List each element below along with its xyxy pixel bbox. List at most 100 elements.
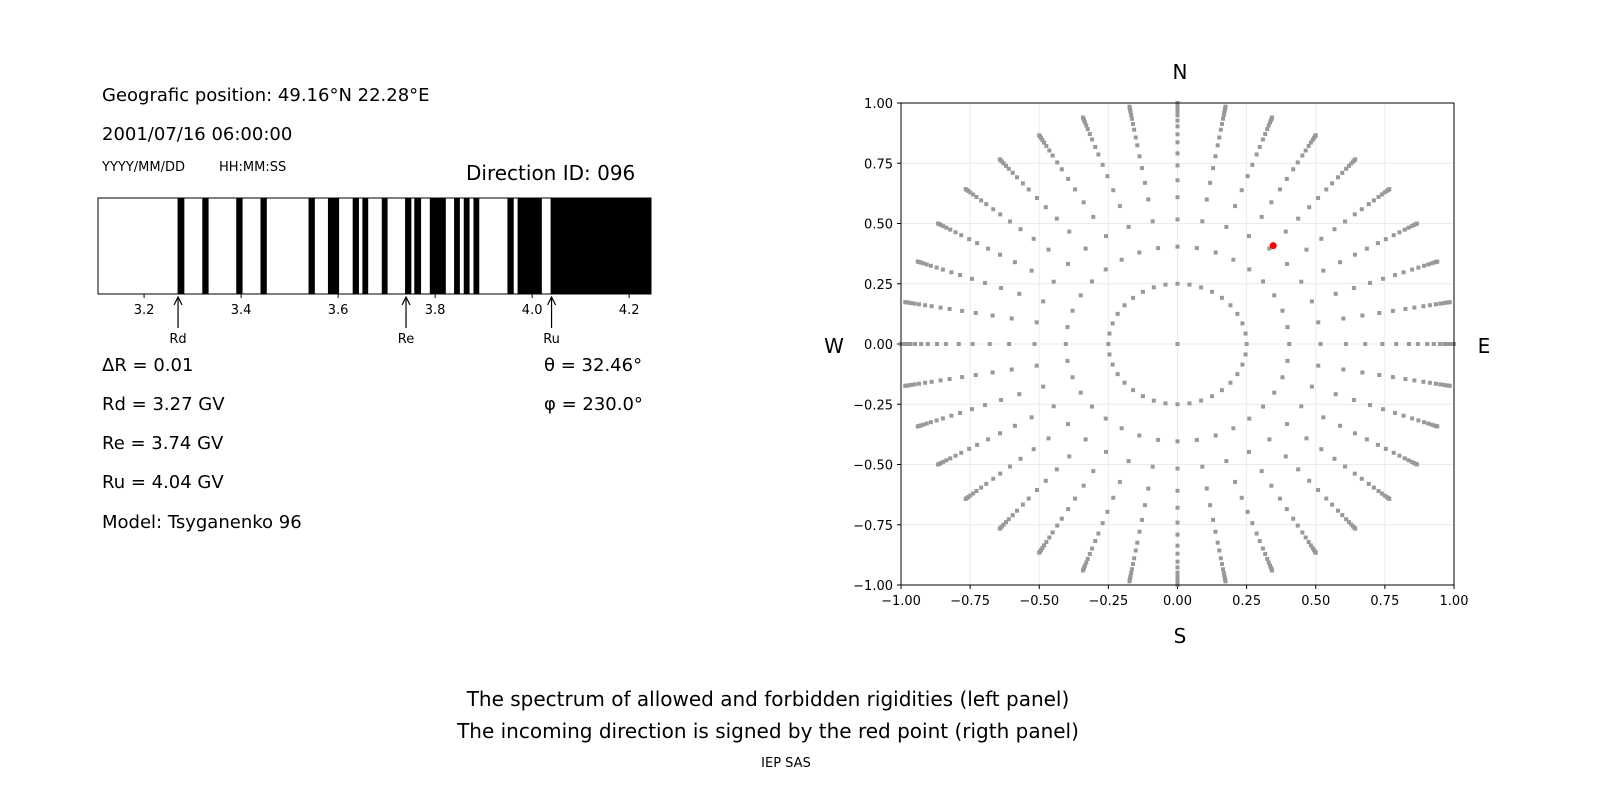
grid-point — [1366, 202, 1371, 207]
grid-point — [1243, 331, 1248, 336]
grid-point — [1254, 531, 1259, 536]
grid-point — [1017, 291, 1022, 296]
x-tick-label: 0.25 — [1232, 594, 1261, 609]
grid-point — [973, 373, 978, 378]
grid-point — [1338, 260, 1343, 265]
grid-point — [1007, 342, 1012, 346]
grid-point — [1306, 540, 1311, 545]
grid-point — [1065, 325, 1070, 330]
grid-point — [1224, 224, 1229, 229]
geographic-position: Geografic position: 49.16°N 22.28°E — [102, 85, 430, 106]
grid-point — [1043, 478, 1048, 483]
grid-point — [1087, 132, 1092, 137]
grid-point — [1151, 285, 1156, 290]
grid-point — [1445, 342, 1450, 346]
grid-point — [1066, 507, 1071, 512]
grid-point — [1031, 236, 1036, 241]
marker-label-ru: Ru — [543, 332, 560, 347]
grid-point — [1119, 257, 1124, 262]
grid-point — [1414, 462, 1419, 467]
grid-point — [974, 489, 979, 494]
forbidden-band — [381, 198, 388, 294]
grid-point — [1343, 219, 1348, 224]
grid-point — [1438, 301, 1443, 306]
grid-point — [1330, 181, 1335, 186]
grid-point — [1352, 431, 1357, 436]
grid-point — [1360, 313, 1365, 318]
grid-point — [1175, 551, 1180, 556]
grid-point — [1277, 187, 1282, 192]
grid-point — [1401, 413, 1406, 418]
grid-point — [1073, 496, 1078, 501]
grid-point — [1321, 268, 1326, 273]
grid-point — [1319, 447, 1324, 452]
y-tick-label: 0.50 — [864, 218, 893, 233]
forbidden-band — [405, 198, 412, 294]
grid-point — [1410, 267, 1415, 272]
grid-point — [1142, 180, 1147, 185]
grid-point — [1267, 120, 1272, 125]
grid-point — [958, 273, 963, 278]
grid-point — [924, 421, 929, 426]
grid-point — [1054, 467, 1059, 472]
grid-point — [1240, 321, 1245, 326]
grid-point — [960, 375, 965, 380]
grid-point — [1333, 392, 1338, 397]
grid-point — [1055, 160, 1060, 165]
grid-point — [909, 301, 914, 306]
grid-point — [1343, 464, 1348, 469]
grid-point — [1426, 421, 1431, 426]
grid-point — [975, 241, 980, 246]
grid-point — [1368, 280, 1373, 285]
grid-point — [912, 382, 917, 387]
grid-point — [919, 342, 924, 346]
grid-point — [948, 227, 953, 232]
grid-point — [1175, 439, 1180, 444]
grid-point — [1267, 563, 1272, 568]
grid-point — [1084, 560, 1089, 565]
grid-point — [1300, 530, 1305, 535]
grid-point — [1210, 394, 1215, 399]
grid-point — [1406, 225, 1411, 230]
forbidden-band — [550, 198, 651, 294]
grid-point — [1421, 379, 1426, 384]
grid-point — [1127, 104, 1132, 109]
grid-point — [1245, 174, 1250, 179]
grid-point — [1380, 342, 1385, 346]
grid-point — [1046, 247, 1051, 252]
grid-point — [1347, 163, 1352, 168]
compass-south: S — [1173, 624, 1187, 648]
grid-point — [1041, 299, 1046, 304]
grid-point — [1034, 195, 1039, 200]
credit: IEP SAS — [761, 756, 811, 771]
y-tick-label: 0.75 — [864, 157, 893, 172]
grid-point — [1087, 551, 1092, 556]
grid-point — [1037, 550, 1042, 555]
grid-point — [1219, 295, 1224, 300]
grid-point — [917, 381, 922, 386]
incoming-direction-point — [1269, 242, 1277, 250]
grid-point — [1137, 154, 1142, 159]
grid-point — [1200, 464, 1205, 469]
grid-point — [1204, 197, 1209, 202]
grid-point — [1353, 157, 1358, 162]
y-tick-label: −0.75 — [853, 519, 893, 534]
grid-point — [1425, 342, 1430, 346]
grid-point — [1309, 299, 1314, 304]
grid-point — [970, 342, 975, 346]
grid-point — [1046, 436, 1051, 441]
forbidden-band — [463, 198, 470, 294]
y-tick-label: −0.25 — [853, 398, 893, 413]
grid-point — [1387, 496, 1392, 501]
caption-line-1: The spectrum of allowed and forbidden ri… — [466, 687, 1070, 711]
grid-point — [1245, 509, 1250, 514]
grid-point — [1107, 331, 1112, 336]
grid-point — [963, 187, 968, 192]
grid-point — [1175, 543, 1180, 548]
grid-point — [1015, 508, 1020, 513]
grid-point — [1397, 453, 1402, 458]
grid-point — [1266, 560, 1271, 565]
grid-point — [979, 198, 984, 203]
grid-point — [987, 342, 992, 346]
